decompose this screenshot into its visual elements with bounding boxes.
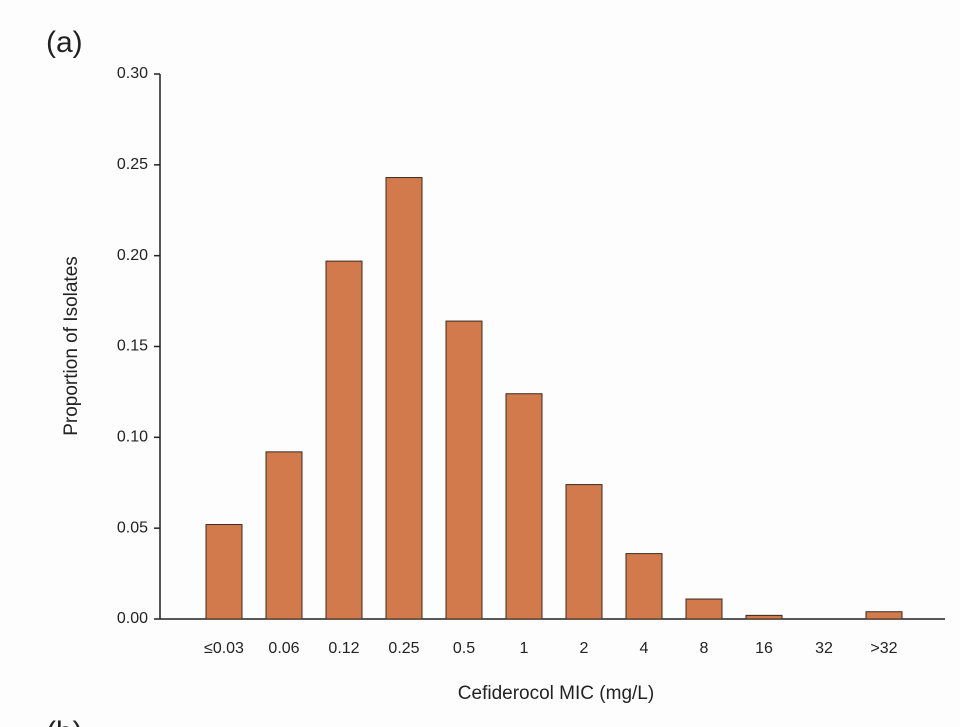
y-tick-label: 0.10 [117,429,148,446]
y-tick-label: 0.05 [117,519,148,536]
bar [505,393,543,620]
panel-label: (a) [46,26,83,59]
x-tick-label: 0.12 [328,640,359,657]
x-tick-label: 0.5 [453,640,475,657]
bar [265,451,303,620]
y-tick-label: 0.00 [117,610,148,627]
bar [445,320,483,620]
bar [865,611,903,620]
x-tick-label: ≤0.03 [204,640,244,657]
bar [325,260,363,620]
bar [385,177,423,620]
x-tick-label: 1 [520,640,529,657]
x-tick-label: 2 [580,640,589,657]
y-tick-label: 0.20 [117,247,148,264]
x-tick-label: >32 [870,640,897,657]
x-tick-label: 8 [700,640,709,657]
y-axis-label: Proportion of Isolates [61,256,82,436]
bar [685,598,723,620]
bar [745,614,783,620]
bar [625,553,663,620]
y-tick-label: 0.15 [117,338,148,355]
panel-label: (b) [46,716,83,727]
bar [205,524,243,620]
bar [565,484,603,620]
x-tick-label: 0.25 [388,640,419,657]
x-tick-label: 32 [815,640,833,657]
y-tick-label: 0.30 [117,65,148,82]
y-tick-label: 0.25 [117,156,148,173]
x-tick-label: 0.06 [268,640,299,657]
x-tick-label: 4 [640,640,649,657]
x-axis-label: Ceﬁderocol MIC (mg/L) [458,683,654,704]
x-tick-label: 16 [755,640,773,657]
